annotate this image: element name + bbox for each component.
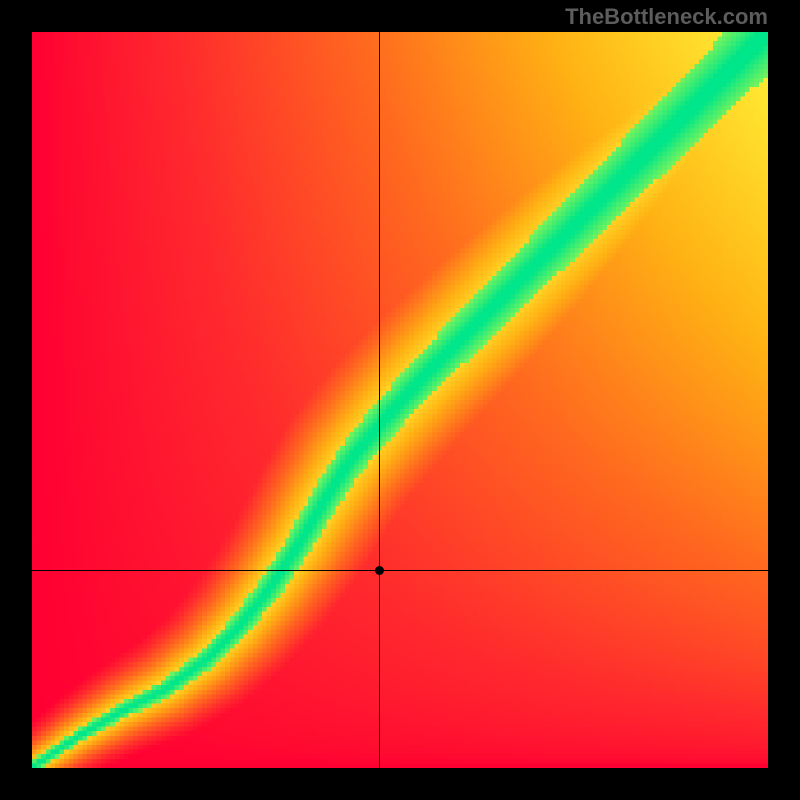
bottleneck-heatmap bbox=[32, 32, 768, 768]
watermark-text: TheBottleneck.com bbox=[565, 4, 768, 30]
crosshair-vertical-line bbox=[379, 32, 380, 768]
crosshair-horizontal-line bbox=[32, 570, 768, 571]
